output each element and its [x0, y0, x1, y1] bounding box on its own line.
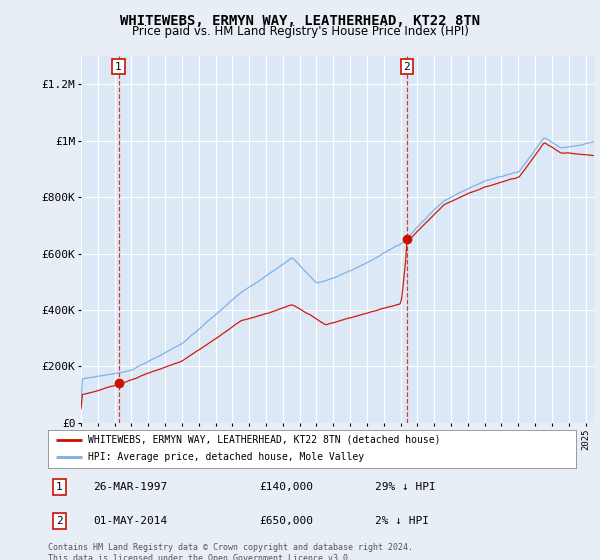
Text: HPI: Average price, detached house, Mole Valley: HPI: Average price, detached house, Mole… — [88, 452, 364, 463]
Text: 01-MAY-2014: 01-MAY-2014 — [93, 516, 167, 526]
Text: WHITEWEBS, ERMYN WAY, LEATHERHEAD, KT22 8TN (detached house): WHITEWEBS, ERMYN WAY, LEATHERHEAD, KT22 … — [88, 435, 440, 445]
Text: 2: 2 — [56, 516, 62, 526]
Text: Contains HM Land Registry data © Crown copyright and database right 2024.
This d: Contains HM Land Registry data © Crown c… — [48, 543, 413, 560]
Text: Price paid vs. HM Land Registry's House Price Index (HPI): Price paid vs. HM Land Registry's House … — [131, 25, 469, 38]
Text: £140,000: £140,000 — [259, 482, 313, 492]
Text: 26-MAR-1997: 26-MAR-1997 — [93, 482, 167, 492]
Text: WHITEWEBS, ERMYN WAY, LEATHERHEAD, KT22 8TN: WHITEWEBS, ERMYN WAY, LEATHERHEAD, KT22 … — [120, 14, 480, 28]
Text: 2% ↓ HPI: 2% ↓ HPI — [376, 516, 430, 526]
Text: 29% ↓ HPI: 29% ↓ HPI — [376, 482, 436, 492]
Text: 2: 2 — [403, 62, 410, 72]
Text: 1: 1 — [56, 482, 62, 492]
Text: £650,000: £650,000 — [259, 516, 313, 526]
Text: 1: 1 — [115, 62, 122, 72]
